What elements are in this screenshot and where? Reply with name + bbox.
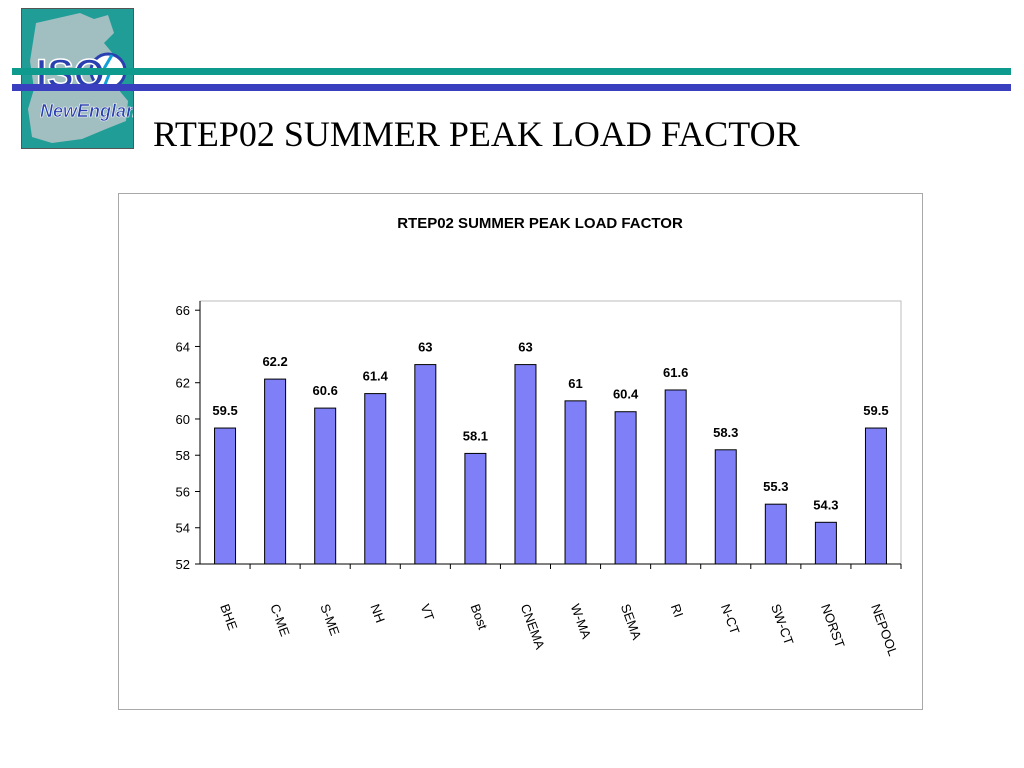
y-axis-ticks: 52 54 56 58 60 62 64 66 [176,303,200,572]
category-label: N-CT [718,602,743,636]
category-label: RI [668,602,687,619]
x-axis-ticks: BHE C-ME S-ME NH VT Bost CNEMA W-MA SEMA RI N-CT SW… [217,564,902,658]
category-label: NH [367,602,388,625]
category-label: NORST [818,602,848,650]
category-label: VT [418,602,438,623]
data-label: 58.3 [713,425,738,440]
y-tick-label: 54 [176,521,190,536]
bar-bhe [214,427,237,565]
category-label: Bost [468,602,491,632]
bar-nh [364,393,387,565]
data-label: 58.1 [463,428,488,443]
data-label: 63 [518,340,532,355]
header-stripe-teal [12,68,1011,75]
data-label: 60.4 [613,387,639,402]
slide-title: RTEP02 SUMMER PEAK LOAD FACTOR [153,114,800,154]
bar-sw-ct [764,503,787,565]
chart-frame: RTEP02 SUMMER PEAK LOAD FACTOR 52 54 56 58 6… [118,193,923,710]
y-tick-label: 66 [176,303,190,318]
category-label: SW-CT [768,602,797,647]
y-tick-label: 62 [176,376,190,391]
y-tick-label: 58 [176,448,190,463]
category-label: W-MA [568,602,594,641]
header-stripe-blue [12,84,1011,91]
y-tick-label: 56 [176,484,190,499]
bar-s-me [314,407,337,565]
bar-vt [414,364,437,565]
bar-cnema [514,364,537,565]
data-label: 61.4 [363,369,389,384]
category-label: S-ME [317,602,342,638]
category-label: SEMA [618,602,645,642]
data-label: 60.6 [313,383,338,398]
plot-area [199,300,902,565]
data-label: 63 [418,340,432,355]
bar-sema [614,411,637,565]
category-label: C-ME [267,602,293,639]
data-label: 59.5 [863,403,888,418]
logo-newengland-text: NewEngland [40,101,133,121]
data-label: 61.6 [663,365,688,380]
y-tick-label: 60 [176,412,190,427]
bar-nepool [864,427,887,565]
bar-n-ct [714,449,737,565]
category-label: NEPOOL [868,602,901,658]
bar-series [214,364,887,565]
new-england-map-shape [28,13,128,143]
bar-ri [664,389,687,565]
data-label: 61 [568,376,582,391]
category-label: CNEMA [518,602,548,652]
y-tick-label: 52 [176,557,190,572]
bar-chart: RTEP02 SUMMER PEAK LOAD FACTOR 52 54 56 58 6… [176,215,902,658]
bar-c-me [264,378,287,565]
bar-norst [814,521,837,565]
category-label: BHE [217,602,240,633]
bar-w-ma [564,400,587,565]
chart-title: RTEP02 SUMMER PEAK LOAD FACTOR [397,215,683,232]
data-label: 54.3 [813,497,838,512]
iso-new-england-logo: ISO NewEngland [21,8,134,149]
logo-graphic: ISO NewEngland [28,13,133,143]
data-label: 62.2 [262,354,287,369]
bar-bost [464,452,487,565]
data-label: 59.5 [212,403,237,418]
data-label: 55.3 [763,479,788,494]
data-labels: 59.5 62.2 60.6 61.4 63 58.1 63 61 60.4 61.6 58.3 55… [212,340,888,513]
y-tick-label: 64 [176,339,190,354]
